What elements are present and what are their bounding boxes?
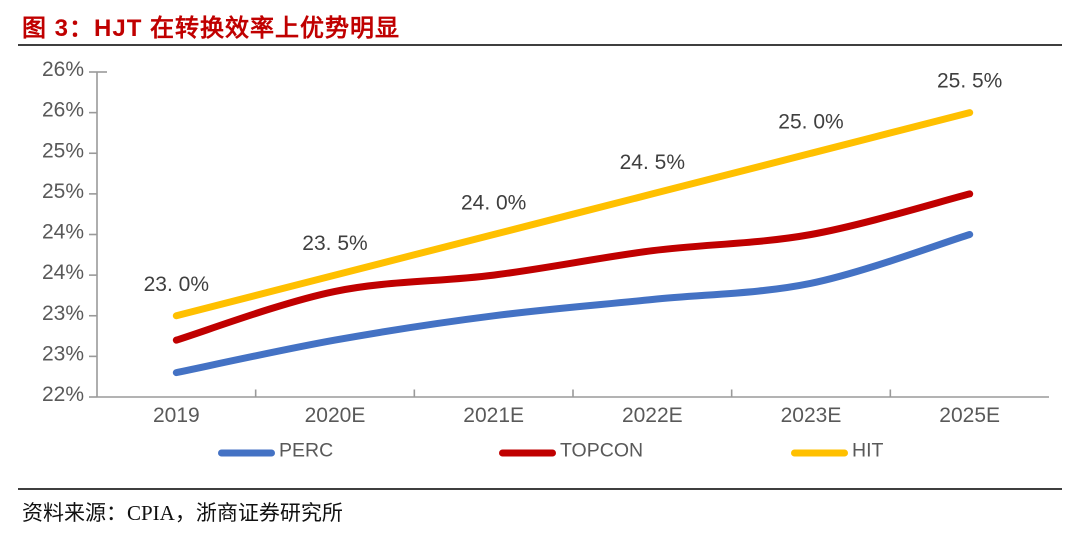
series-line-perc <box>172 231 974 377</box>
y-axis-tick-label: 24% <box>42 261 84 284</box>
legend-swatch-topcon <box>499 449 556 457</box>
series-line-hit <box>172 109 974 320</box>
legend-swatch-perc <box>218 449 275 457</box>
data-label-hit: 24. 5% <box>620 151 685 174</box>
data-label-hit: 25. 0% <box>778 110 843 133</box>
x-axis-label: 2021E <box>463 404 524 427</box>
y-axis-tick-label: 22% <box>42 383 84 406</box>
data-label-hit: 24. 0% <box>461 192 526 215</box>
y-axis-tick-label: 26% <box>42 99 84 122</box>
data-label-hit: 23. 5% <box>302 232 367 255</box>
x-axis-label: 2019 <box>153 404 200 427</box>
data-label-hit: 23. 0% <box>144 273 209 296</box>
y-axis-tick-label: 23% <box>42 342 84 365</box>
footer-separator-line <box>18 488 1062 490</box>
y-axis-tick-label: 23% <box>42 302 84 325</box>
y-axis-tick-label: 25% <box>42 139 84 162</box>
x-axis-label: 2025E <box>939 404 1000 427</box>
legend-label-perc: PERC <box>279 440 333 462</box>
legend-label-hit: HIT <box>852 440 884 462</box>
y-axis-tick-label: 25% <box>42 180 84 203</box>
y-axis-tick-label: 24% <box>42 221 84 244</box>
figure-title: 图 3：HJT 在转换效率上优势明显 <box>22 15 401 42</box>
legend-swatch-hit <box>791 449 848 457</box>
source-note: 资料来源：CPIA，浙商证券研究所 <box>22 501 343 525</box>
y-axis-tick-label: 26% <box>42 58 84 81</box>
legend-label-topcon: TOPCON <box>560 440 643 462</box>
data-label-hit: 25. 5% <box>937 70 1002 93</box>
title-separator-line <box>18 44 1062 46</box>
x-axis-label: 2022E <box>622 404 683 427</box>
series-line-topcon <box>172 190 974 344</box>
x-axis-label: 2020E <box>305 404 366 427</box>
x-axis-label: 2023E <box>781 404 842 427</box>
